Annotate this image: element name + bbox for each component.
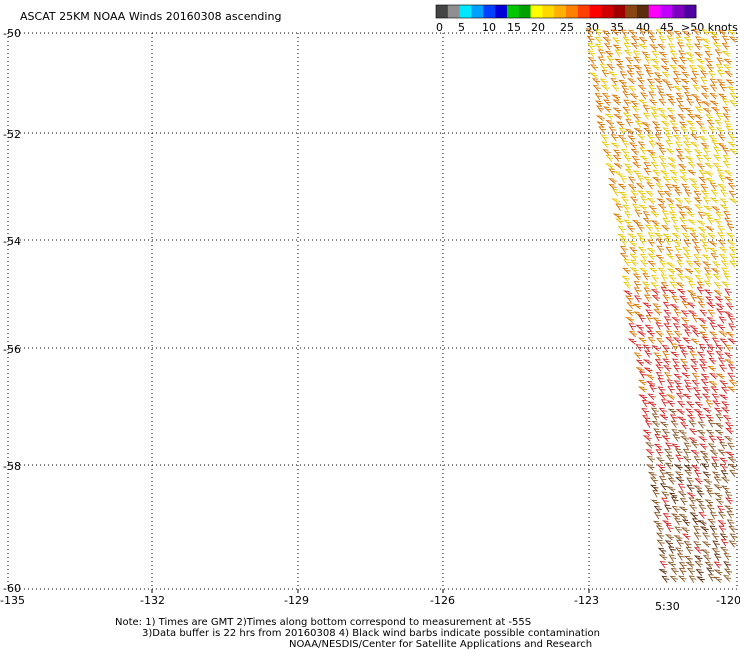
- lat-label: -52: [3, 128, 21, 141]
- note-line-1: Note: 1) Times are GMT 2)Times along bot…: [115, 617, 531, 628]
- latitude-labels: -50 -52 -54 -56 -58 -60: [3, 27, 21, 595]
- wind-barb-group: [623, 286, 736, 569]
- wind-speed-colorbar: [435, 4, 697, 19]
- colorbar-swatch: [518, 5, 531, 18]
- colorbar-swatch: [459, 5, 472, 18]
- colorbar-swatch: [436, 5, 449, 18]
- colorbar-swatch: [577, 5, 591, 18]
- colorbar-label: >50 knots: [681, 21, 738, 34]
- lat-label: -50: [3, 27, 21, 40]
- colorbar-swatch: [471, 5, 484, 18]
- colorbar-label: 0: [436, 21, 443, 34]
- note-line-2: 3)Data buffer is 22 hrs from 20160308 4)…: [142, 628, 600, 639]
- colorbar-label: 30: [585, 21, 599, 34]
- colorbar-swatch: [483, 5, 496, 18]
- colorbar-swatch: [554, 5, 567, 18]
- colorbar-swatch: [542, 5, 555, 18]
- colorbar-swatch: [589, 5, 602, 18]
- wind-barb-group: [585, 28, 738, 408]
- chart-title: ASCAT 25KM NOAA Winds 20160308 ascending: [20, 10, 281, 23]
- colorbar-swatch: [660, 5, 673, 18]
- colorbar-swatch: [566, 5, 579, 18]
- lon-label: -123: [574, 594, 599, 607]
- lat-label: -58: [3, 460, 21, 473]
- lat-label: -54: [3, 235, 21, 248]
- swath-time-label: 5:30: [655, 600, 680, 613]
- colorbar-label: 15: [507, 21, 521, 34]
- colorbar-swatch: [613, 5, 626, 18]
- colorbar-swatch: [684, 5, 697, 18]
- colorbar-swatch: [601, 5, 614, 18]
- wind-barb-group: [649, 463, 731, 583]
- lat-label: -60: [3, 582, 21, 595]
- colorbar-label: 40: [636, 21, 650, 34]
- lon-label: -129: [284, 594, 309, 607]
- wind-barb-swath: [585, 28, 738, 583]
- colorbar-swatch: [636, 5, 650, 18]
- lat-lon-grid: [7, 32, 738, 593]
- colorbar-label: 25: [560, 21, 574, 34]
- footnotes: Note: 1) Times are GMT 2)Times along bot…: [115, 617, 600, 650]
- lat-label: -56: [3, 343, 21, 356]
- lon-label: -132: [140, 594, 165, 607]
- lon-label: -120: [716, 594, 740, 607]
- lon-label: -135: [0, 594, 25, 607]
- wind-barb-group: [645, 407, 738, 583]
- lon-label: -126: [430, 594, 455, 607]
- colorbar-labels: 0 5 10 15 20 25 30 35 40 45 >50 knots: [436, 21, 738, 34]
- wind-barb-group: [587, 29, 738, 290]
- colorbar-label: 20: [531, 21, 545, 34]
- colorbar-swatch: [625, 5, 638, 18]
- colorbar-swatch: [672, 5, 685, 18]
- colorbar-swatch: [648, 5, 661, 18]
- colorbar-swatch: [495, 5, 508, 18]
- note-line-3: NOAA/NESDIS/Center for Satellite Applica…: [289, 639, 592, 650]
- colorbar-label: 10: [482, 21, 496, 34]
- colorbar-label: 5: [458, 21, 465, 34]
- colorbar-swatch: [447, 5, 461, 18]
- longitude-labels: -135 -132 -129 -126 -123 -120: [0, 594, 740, 607]
- colorbar-swatch: [506, 5, 520, 18]
- colorbar-swatch: [530, 5, 543, 18]
